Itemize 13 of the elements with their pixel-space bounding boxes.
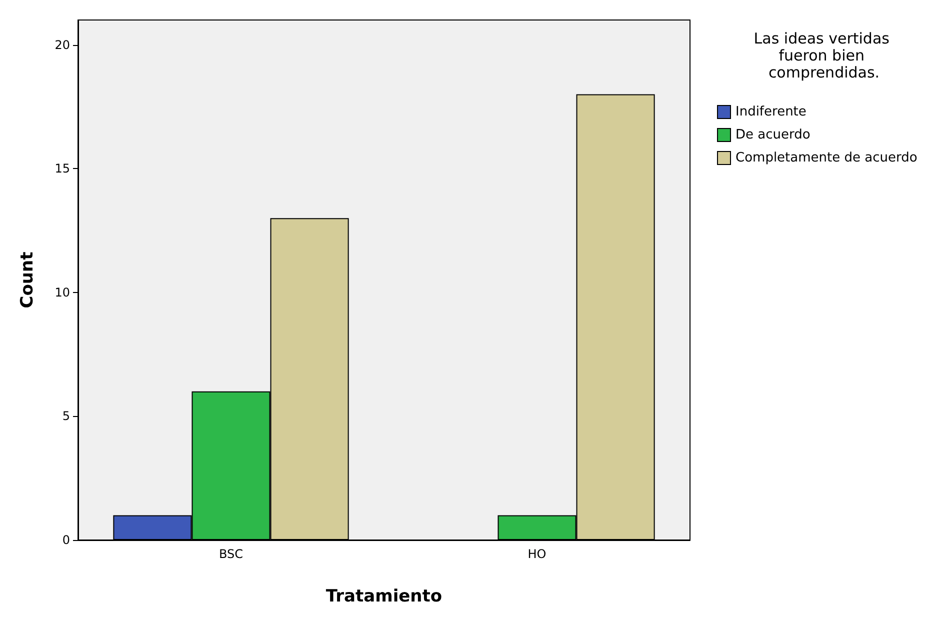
x-axis-title: Tratamiento xyxy=(326,586,442,606)
x-tick-label: BSC xyxy=(218,547,244,561)
y-tick-label: 0 xyxy=(62,533,70,547)
legend-label: Indiferente xyxy=(736,104,806,120)
y-tick-label: 5 xyxy=(62,409,70,424)
y-tick-label: 15 xyxy=(54,162,70,176)
legend-label: De acuerdo xyxy=(736,128,810,142)
x-tick-label: HO xyxy=(528,547,546,561)
legend-title: Las ideas vertidas fueron bien comprendidas. xyxy=(754,30,894,82)
y-tick-label: 10 xyxy=(54,285,70,300)
legend-label: Completamente de acuerdo xyxy=(736,150,918,166)
y-axis-title: Count xyxy=(18,252,38,308)
y-tick-label: 20 xyxy=(54,38,70,52)
